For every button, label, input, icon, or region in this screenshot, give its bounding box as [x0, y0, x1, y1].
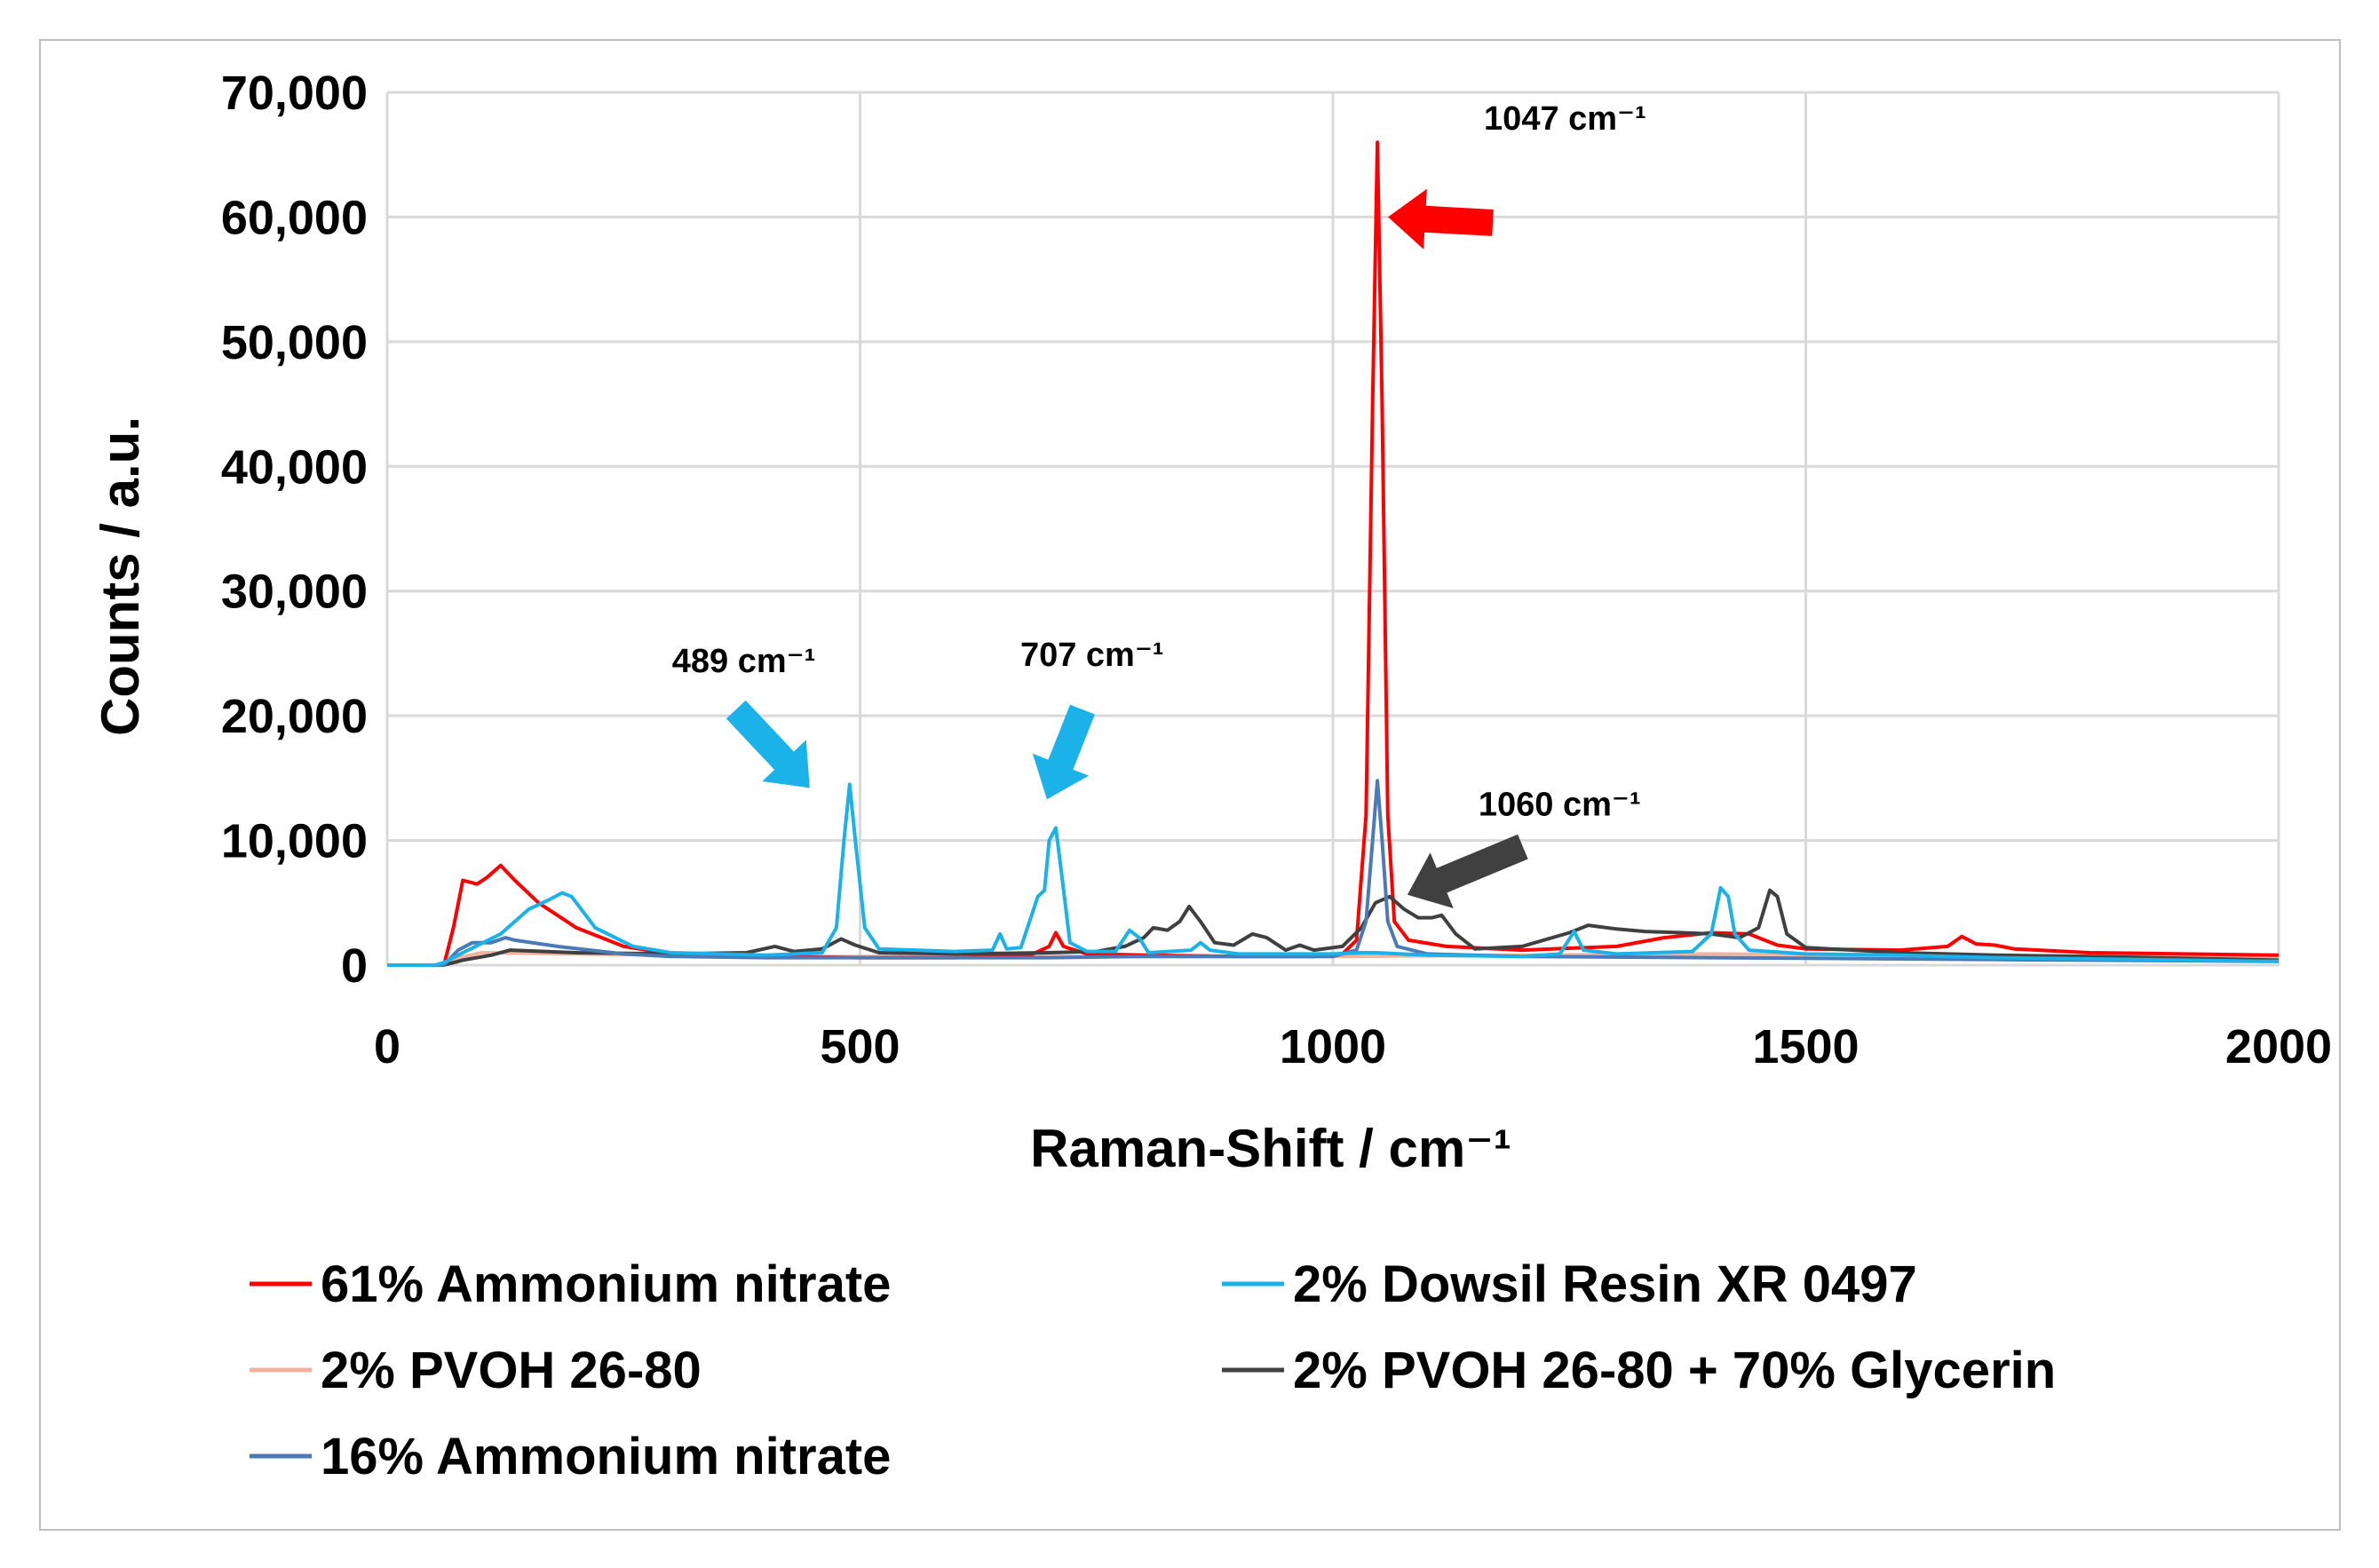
peak-label-2: 707 cm⁻¹ [1020, 637, 1164, 674]
legend-label-1: 2% Dowsil Resin XR 0497 [1293, 1255, 1917, 1313]
y-tick-label: 30,000 [221, 566, 368, 619]
y-tick-label: 20,000 [221, 690, 368, 743]
y-axis-ticks: 0 10,000 20,000 30,000 40,000 50,000 60,000 70,… [221, 67, 368, 993]
x-axis-title: Raman-Shift / cm⁻¹ [1030, 1119, 1511, 1178]
x-tick-label: 1500 [1752, 1020, 1859, 1073]
x-tick-label: 1000 [1280, 1020, 1386, 1073]
legend-label-0: 61% Ammonium nitrate [321, 1255, 891, 1313]
peak-arrow-2-shape [1032, 704, 1095, 800]
y-tick-label: 70,000 [221, 67, 368, 120]
peak-label-1: 489 cm⁻¹ [672, 643, 816, 680]
legend-label-2: 2% PVOH 26-80 [321, 1342, 702, 1399]
series-line-3 [387, 888, 2280, 967]
y-tick-label: 0 [341, 939, 368, 993]
y-axis-title: Counts / a.u. [91, 416, 150, 736]
peak-arrow-0-shape [1388, 188, 1494, 249]
series-line-1 [387, 782, 2280, 967]
peak-arrow-3-shape [1407, 834, 1528, 908]
x-tick-label: 500 [820, 1020, 900, 1073]
peak-arrow-0 [1388, 188, 1494, 249]
y-tick-label: 60,000 [221, 191, 368, 244]
y-tick-label: 50,000 [221, 316, 368, 369]
x-tick-label: 2000 [2225, 1020, 2332, 1073]
peak-label-0: 1047 cm⁻¹ [1484, 100, 1646, 138]
peak-annotations: 1047 cm⁻¹ 489 cm⁻¹ 707 cm⁻¹ 1060 cm⁻¹ [672, 100, 1646, 908]
peak-arrow-1 [726, 700, 810, 788]
peak-label-3: 1060 cm⁻¹ [1479, 786, 1641, 823]
y-tick-label: 40,000 [221, 440, 368, 494]
peak-arrow-3 [1407, 834, 1528, 908]
y-tick-label: 10,000 [221, 815, 368, 868]
legend-label-4: 16% Ammonium nitrate [321, 1428, 891, 1485]
grid [385, 91, 2280, 967]
peak-arrow-2 [1032, 704, 1095, 800]
series-lines [387, 140, 2280, 967]
x-tick-label: 0 [374, 1020, 400, 1073]
legend-label-3: 2% PVOH 26-80 + 70% Glycerin [1293, 1342, 2056, 1399]
series-line-0 [387, 140, 2280, 967]
figure-frame: 0 10,000 20,000 30,000 40,000 50,000 60,000 70,… [39, 39, 2341, 1531]
x-axis-ticks: 0 500 1000 1500 2000 [374, 1020, 2332, 1073]
legend: 61% Ammonium nitrate 2% Dowsil Resin XR 0… [250, 1255, 2056, 1485]
raman-chart: 0 10,000 20,000 30,000 40,000 50,000 60,000 70,… [91, 67, 2332, 1485]
peak-arrow-1-shape [726, 700, 810, 788]
